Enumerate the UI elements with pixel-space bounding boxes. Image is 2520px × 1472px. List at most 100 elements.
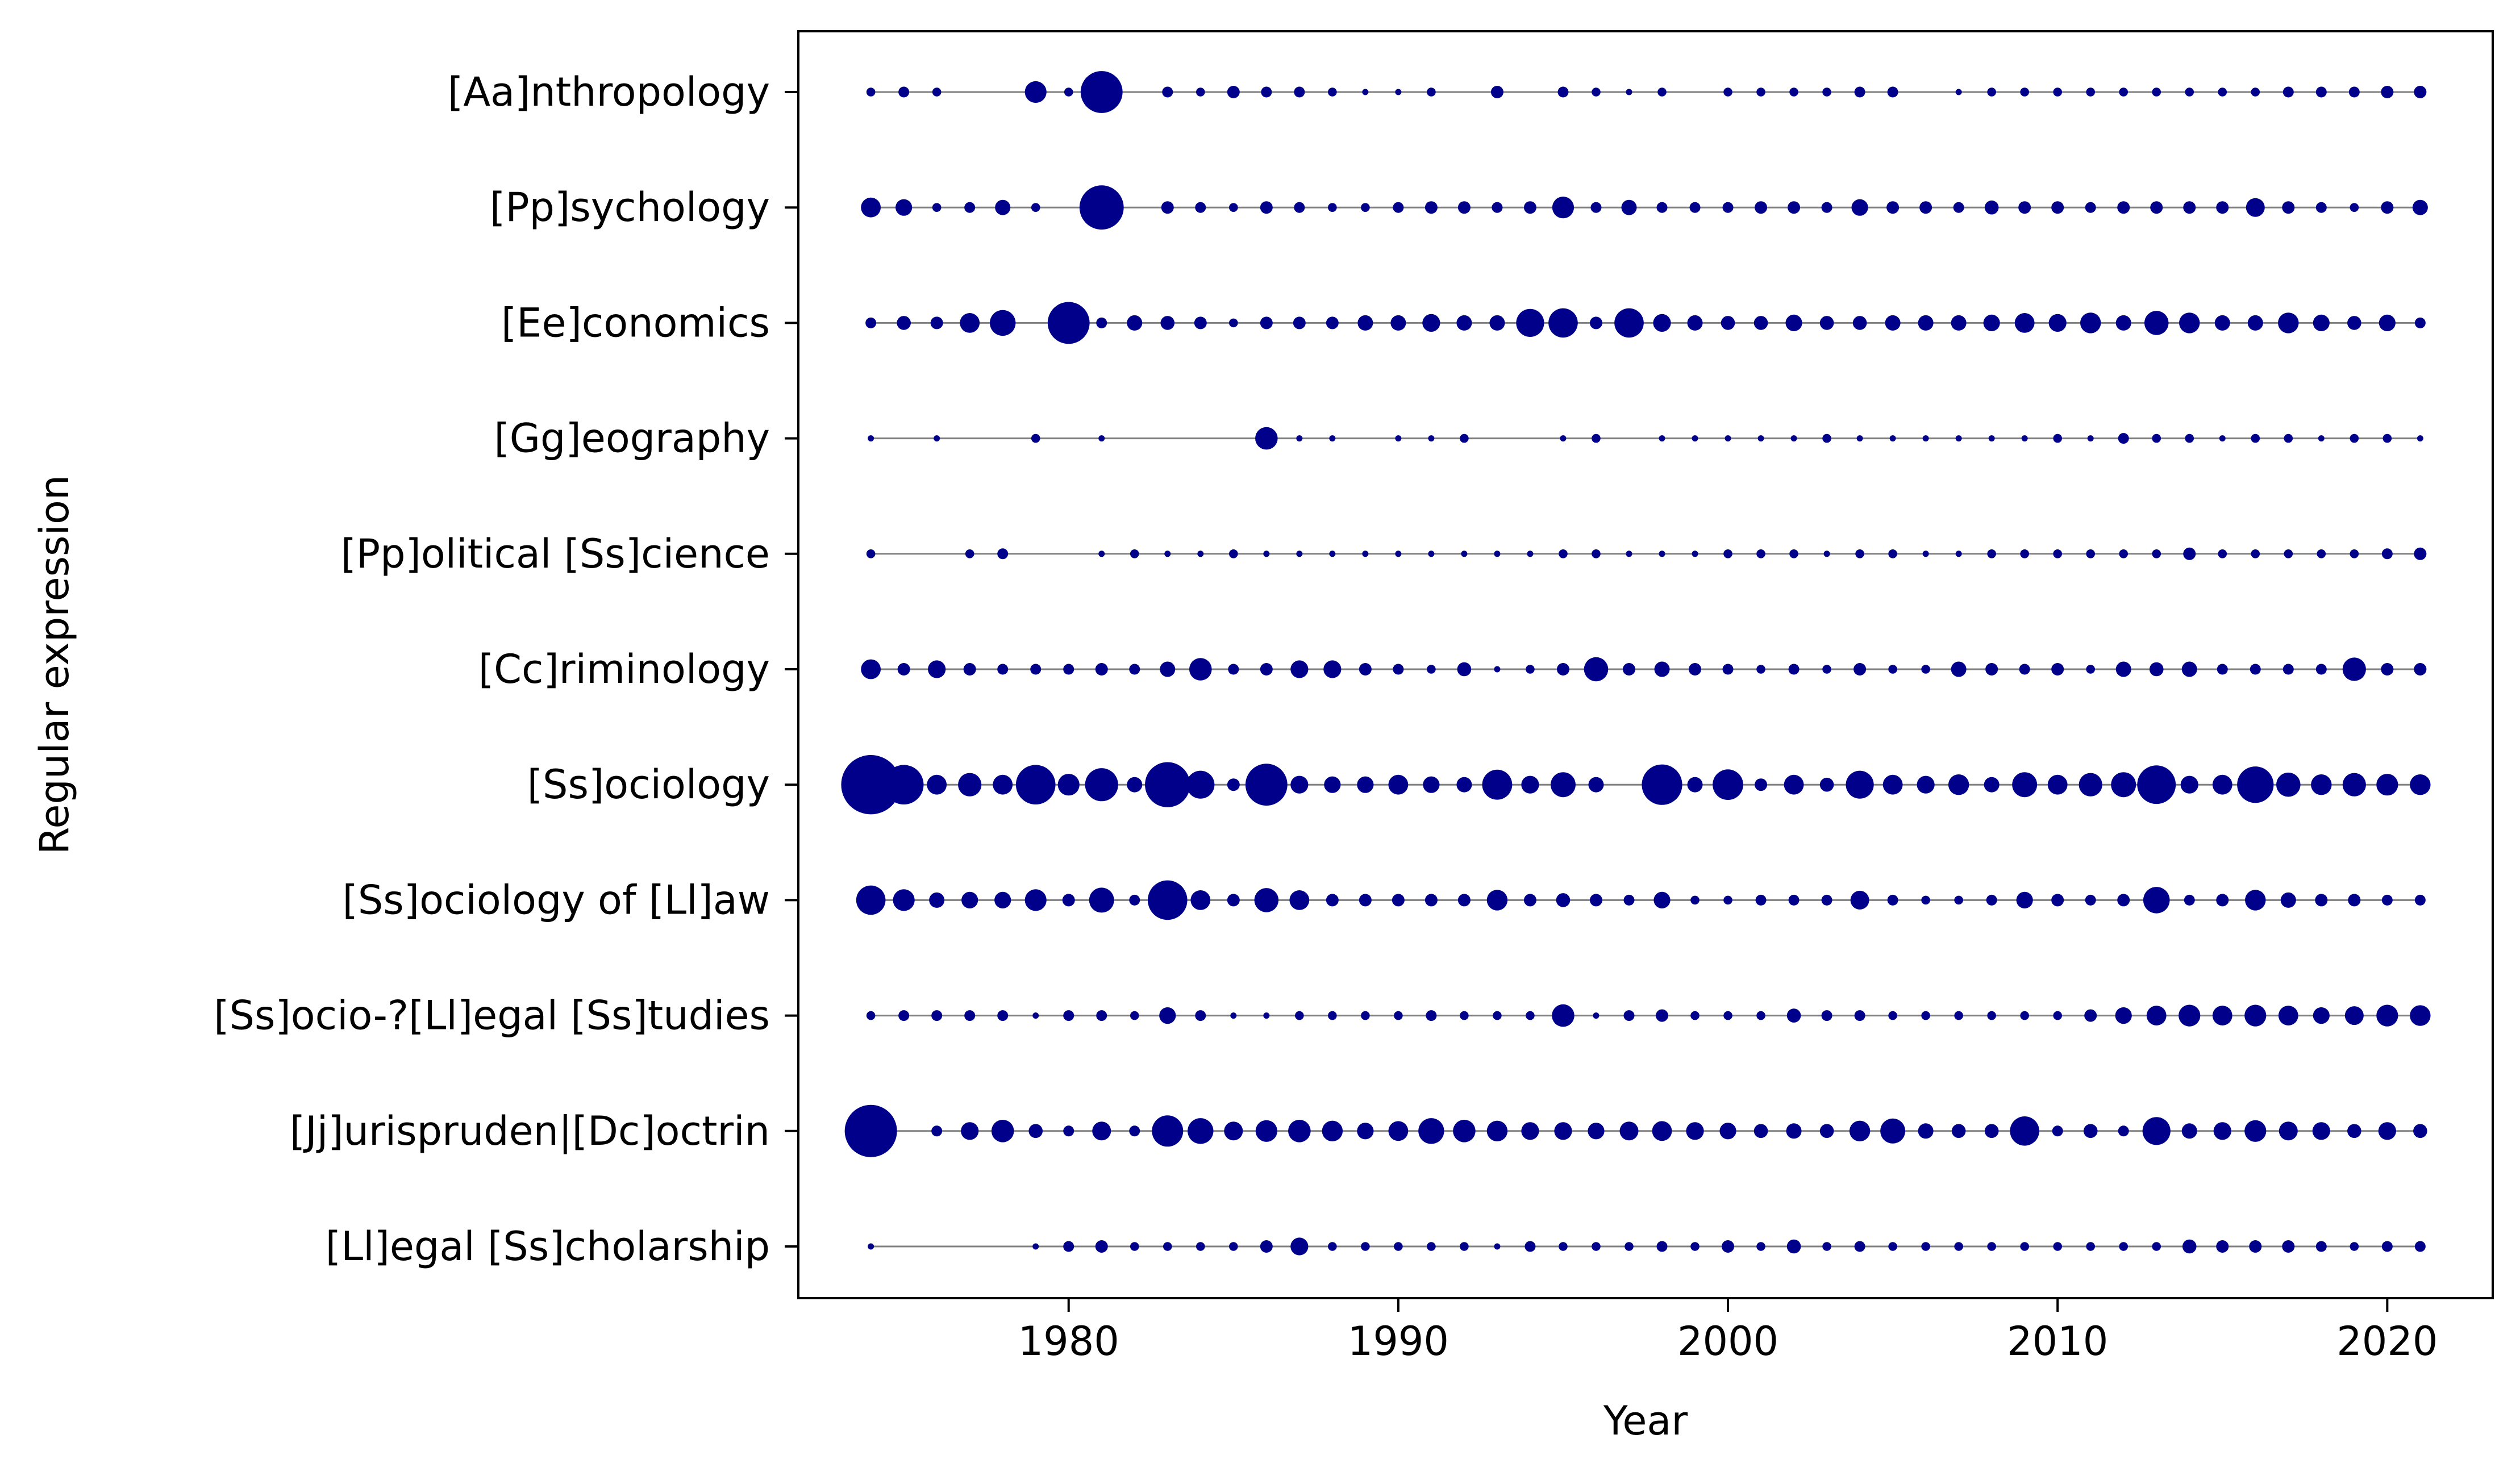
data-point — [2216, 201, 2229, 214]
data-point — [1653, 891, 1671, 908]
data-point — [1486, 1120, 1508, 1142]
data-point — [1357, 776, 1374, 793]
data-point — [1951, 1124, 1966, 1139]
data-point — [1130, 1242, 1139, 1251]
data-point — [1032, 1243, 1039, 1250]
data-point — [2117, 201, 2130, 214]
data-point — [1129, 894, 1140, 906]
data-point — [932, 203, 942, 212]
data-point — [861, 197, 881, 218]
data-point — [2086, 1242, 2096, 1251]
data-point — [2021, 435, 2028, 442]
y-tick-label: [Jj]urispruden|[Dc]octrin — [290, 1108, 770, 1154]
data-point — [1954, 1011, 1963, 1020]
data-point — [1080, 71, 1123, 113]
data-point — [1756, 1011, 1765, 1020]
data-point — [1692, 551, 1698, 557]
data-point — [964, 202, 976, 213]
data-point — [1457, 201, 1471, 214]
data-point — [2251, 433, 2260, 443]
data-point — [2249, 1240, 2262, 1253]
data-point — [2282, 664, 2294, 675]
data-point — [2115, 661, 2131, 677]
data-point — [2414, 894, 2426, 906]
data-point — [1362, 89, 1369, 95]
data-point — [1395, 435, 1402, 442]
data-point — [1424, 894, 1438, 907]
data-point — [1460, 1011, 1469, 1020]
data-point — [2020, 1011, 2029, 1020]
data-point — [1160, 316, 1175, 330]
data-point — [1592, 1242, 1601, 1251]
series-row — [868, 427, 2423, 450]
data-point — [1592, 87, 1601, 97]
data-point — [1324, 776, 1341, 793]
data-point — [1985, 663, 1998, 675]
data-point — [2414, 663, 2427, 675]
data-point — [2019, 664, 2030, 675]
data-point — [2185, 433, 2194, 443]
y-tick-label: [Pp]sychology — [490, 184, 770, 231]
data-point — [994, 891, 1011, 908]
data-point — [1593, 1012, 1600, 1019]
data-point — [1987, 87, 1996, 97]
data-point — [1722, 202, 1734, 213]
data-point — [2079, 773, 2102, 797]
data-point — [1323, 660, 1342, 678]
data-point — [2052, 1125, 2063, 1137]
data-point — [2246, 198, 2265, 217]
data-point — [1457, 662, 1472, 677]
data-point — [1394, 1011, 1403, 1020]
data-point — [2251, 87, 2260, 97]
data-point — [1388, 1121, 1409, 1141]
data-point — [1228, 664, 1239, 675]
data-point — [2053, 433, 2062, 443]
data-point — [1790, 435, 1797, 442]
data-point — [1854, 1010, 1865, 1021]
data-point — [1328, 203, 1337, 212]
data-point — [932, 87, 942, 97]
data-point — [1719, 1123, 1736, 1140]
data-point — [1357, 315, 1373, 331]
data-point — [2279, 1121, 2298, 1141]
data-point — [2020, 549, 2029, 558]
data-point — [868, 435, 874, 442]
data-point — [2410, 1005, 2431, 1026]
data-point — [1260, 663, 1273, 675]
data-point — [1047, 302, 1090, 344]
data-point — [1785, 314, 1802, 332]
data-point — [1263, 1012, 1270, 1019]
data-point — [1289, 890, 1310, 910]
data-point — [1686, 1122, 1704, 1140]
data-point — [1955, 89, 1962, 95]
data-point — [1098, 551, 1105, 557]
data-point — [1922, 551, 1929, 557]
data-point — [995, 199, 1011, 215]
data-point — [2014, 313, 2035, 333]
data-point — [1024, 889, 1047, 911]
data-point — [2144, 311, 2169, 335]
series-row — [856, 880, 2426, 920]
data-point — [2344, 1006, 2364, 1025]
data-point — [1457, 894, 1471, 907]
data-point — [2152, 433, 2161, 443]
data-point — [991, 1120, 1014, 1142]
data-point — [1690, 1242, 1700, 1251]
data-point — [1821, 894, 1832, 906]
data-point — [1260, 1240, 1273, 1253]
data-point — [1032, 1012, 1039, 1019]
data-point — [1885, 315, 1901, 331]
data-point — [1921, 665, 1930, 674]
data-point — [1623, 1010, 1635, 1021]
data-point — [1079, 185, 1124, 230]
data-point — [1756, 665, 1765, 674]
data-point — [2217, 664, 2228, 675]
data-point — [1850, 890, 1869, 910]
data-point — [1690, 1011, 1700, 1020]
data-point — [1788, 664, 1800, 675]
data-point — [2184, 894, 2195, 906]
data-point — [866, 1011, 876, 1020]
data-point — [963, 663, 976, 675]
